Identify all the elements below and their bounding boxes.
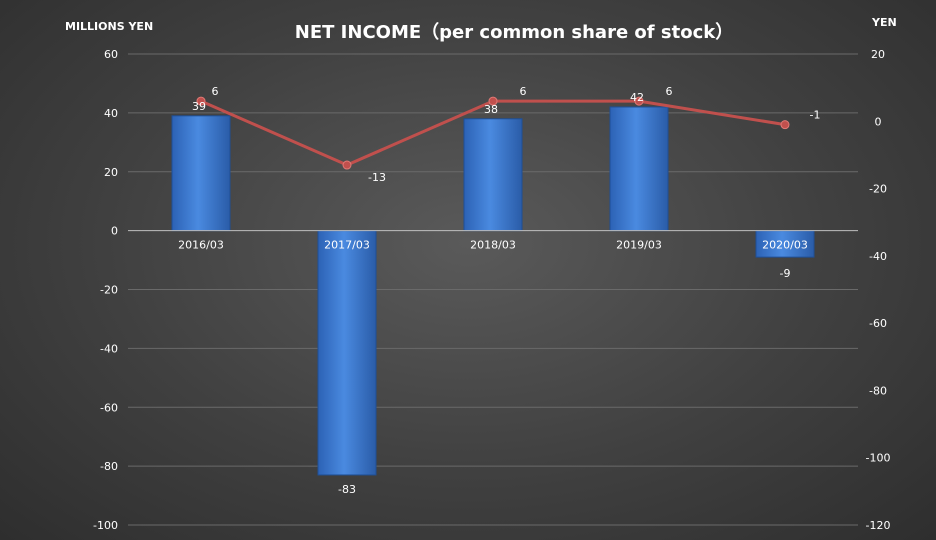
bar bbox=[317, 230, 377, 476]
right-tick-label: -20 bbox=[869, 183, 887, 196]
right-tick-label: -120 bbox=[866, 519, 891, 532]
line-data-label: 6 bbox=[666, 85, 673, 98]
left-tick-label: 60 bbox=[104, 48, 118, 61]
line-point bbox=[196, 96, 206, 106]
left-tick-label: 20 bbox=[104, 166, 118, 179]
left-tick-label: -80 bbox=[100, 460, 118, 473]
category-label: 2018/03 bbox=[470, 239, 516, 252]
right-tick-label: -80 bbox=[869, 384, 887, 397]
bar bbox=[755, 230, 815, 258]
line-point bbox=[488, 96, 498, 106]
bar-data-label: 39 bbox=[192, 100, 206, 113]
right-tick-label: 0 bbox=[875, 115, 882, 128]
line-data-label: -1 bbox=[810, 109, 821, 122]
category-label: 2019/03 bbox=[616, 239, 662, 252]
line-data-labels: 6 -13 6 6 -1 bbox=[212, 85, 821, 184]
bar-series bbox=[171, 106, 815, 476]
bar bbox=[171, 115, 231, 232]
line-point bbox=[634, 96, 644, 106]
left-tick-label: 40 bbox=[104, 107, 118, 120]
line-data-label: 6 bbox=[212, 85, 219, 98]
bar-data-label: -9 bbox=[780, 267, 791, 280]
left-axis-label: MILLIONS YEN bbox=[65, 20, 153, 33]
left-tick-label: 0 bbox=[111, 225, 118, 238]
chart-title: NET INCOME（per common share of stock） bbox=[295, 22, 733, 43]
bar bbox=[463, 118, 523, 232]
line-series bbox=[196, 96, 790, 170]
category-labels: 2016/03 2017/03 2018/03 2019/03 2020/03 bbox=[178, 239, 808, 252]
left-tick-label: -20 bbox=[100, 284, 118, 297]
line-point bbox=[780, 120, 790, 130]
left-axis: 60 40 20 0 -20 -40 -60 -80 -100 bbox=[93, 48, 118, 532]
left-tick-label: -40 bbox=[100, 342, 118, 355]
bar-data-labels: 39 -83 38 42 -9 bbox=[192, 91, 790, 496]
bar-data-label: -83 bbox=[338, 483, 356, 496]
right-tick-label: -100 bbox=[866, 452, 891, 465]
right-axis: 20 0 -20 -40 -60 -80 -100 -120 bbox=[866, 48, 891, 532]
line-data-label: 6 bbox=[520, 85, 527, 98]
left-tick-label: -60 bbox=[100, 401, 118, 414]
line-point bbox=[342, 160, 352, 170]
left-tick-label: -100 bbox=[93, 519, 118, 532]
line-data-label: -13 bbox=[368, 171, 386, 184]
right-tick-label: -40 bbox=[869, 250, 887, 263]
right-axis-label: YEN bbox=[871, 16, 897, 29]
bar-data-label: 42 bbox=[630, 91, 644, 104]
right-tick-label: 20 bbox=[871, 48, 885, 61]
category-label: 2020/03 bbox=[762, 239, 808, 252]
bar-data-label: 38 bbox=[484, 103, 498, 116]
category-label: 2017/03 bbox=[324, 239, 370, 252]
bar bbox=[609, 106, 669, 232]
right-tick-label: -60 bbox=[869, 317, 887, 330]
category-label: 2016/03 bbox=[178, 239, 224, 252]
